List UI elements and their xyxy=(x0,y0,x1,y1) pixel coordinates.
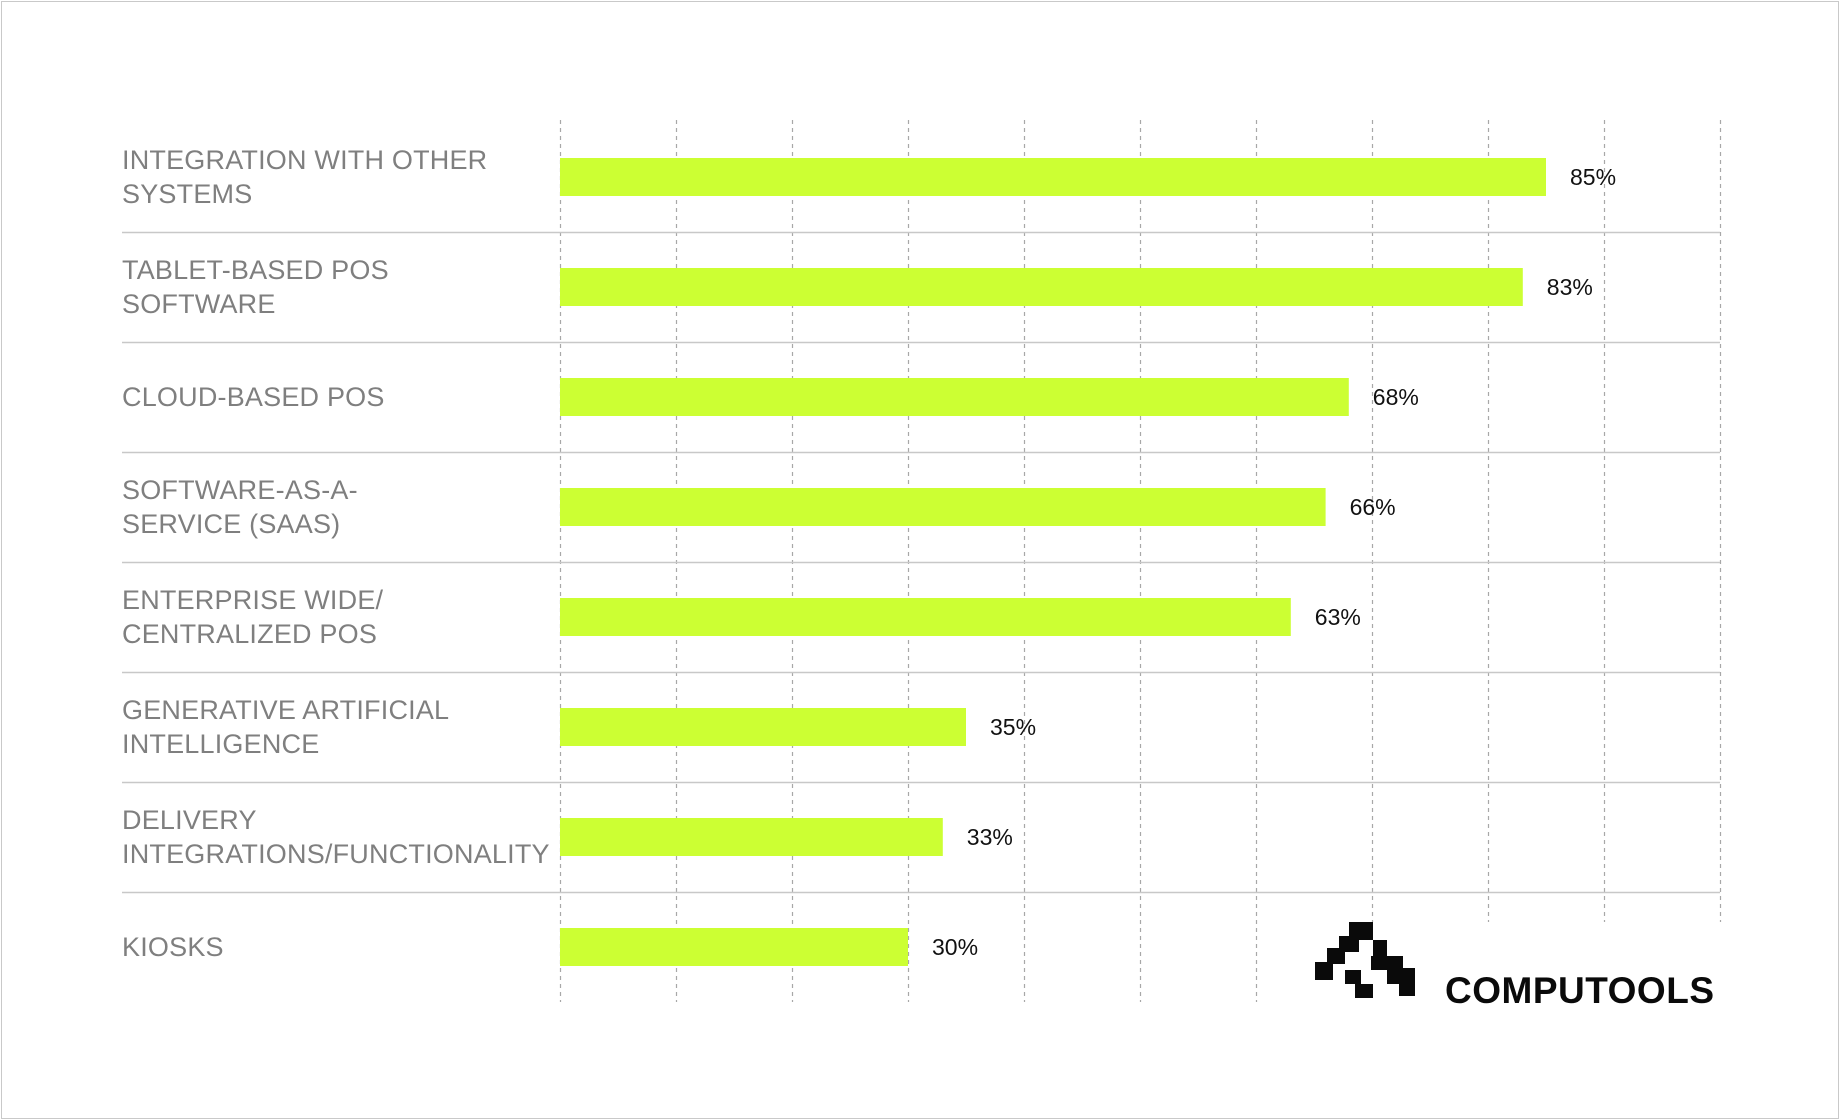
category-label: SERVICE (SAAS) xyxy=(122,509,340,539)
data-label: 68% xyxy=(1373,384,1419,410)
category-label: GENERATIVE ARTIFICIAL xyxy=(122,695,449,725)
category-label: KIOSKS xyxy=(122,932,224,962)
category-label: ENTERPRISE WIDE/ xyxy=(122,585,384,615)
data-label: 35% xyxy=(990,714,1036,740)
bar xyxy=(560,268,1523,306)
data-label: 83% xyxy=(1547,274,1593,300)
bar xyxy=(560,928,908,966)
brand-name: COMPUTOOLS xyxy=(1445,970,1715,1011)
data-label: 66% xyxy=(1350,494,1396,520)
category-label: CENTRALIZED POS xyxy=(122,619,377,649)
bar xyxy=(560,818,943,856)
category-label: SYSTEMS xyxy=(122,179,252,209)
data-label: 63% xyxy=(1315,604,1361,630)
computools-logo-icon xyxy=(1315,922,1415,998)
data-label: 30% xyxy=(932,934,978,960)
category-label: CLOUD-BASED POS xyxy=(122,382,385,412)
bar xyxy=(560,598,1291,636)
bar xyxy=(560,708,966,746)
bar xyxy=(560,378,1349,416)
category-label: INTEGRATIONS/FUNCTIONALITY xyxy=(122,839,550,869)
data-label: 33% xyxy=(967,824,1013,850)
category-label: DELIVERY xyxy=(122,805,257,835)
category-label: TABLET-BASED POS xyxy=(122,255,389,285)
category-label: INTEGRATION WITH OTHER xyxy=(122,145,487,175)
bar xyxy=(560,488,1326,526)
bar xyxy=(560,158,1546,196)
category-label: INTELLIGENCE xyxy=(122,729,319,759)
category-label: SOFTWARE-AS-A- xyxy=(122,475,358,505)
category-label: SOFTWARE xyxy=(122,289,276,319)
computools-logo: COMPUTOOLS xyxy=(1315,922,1725,1011)
data-label: 85% xyxy=(1570,164,1616,190)
